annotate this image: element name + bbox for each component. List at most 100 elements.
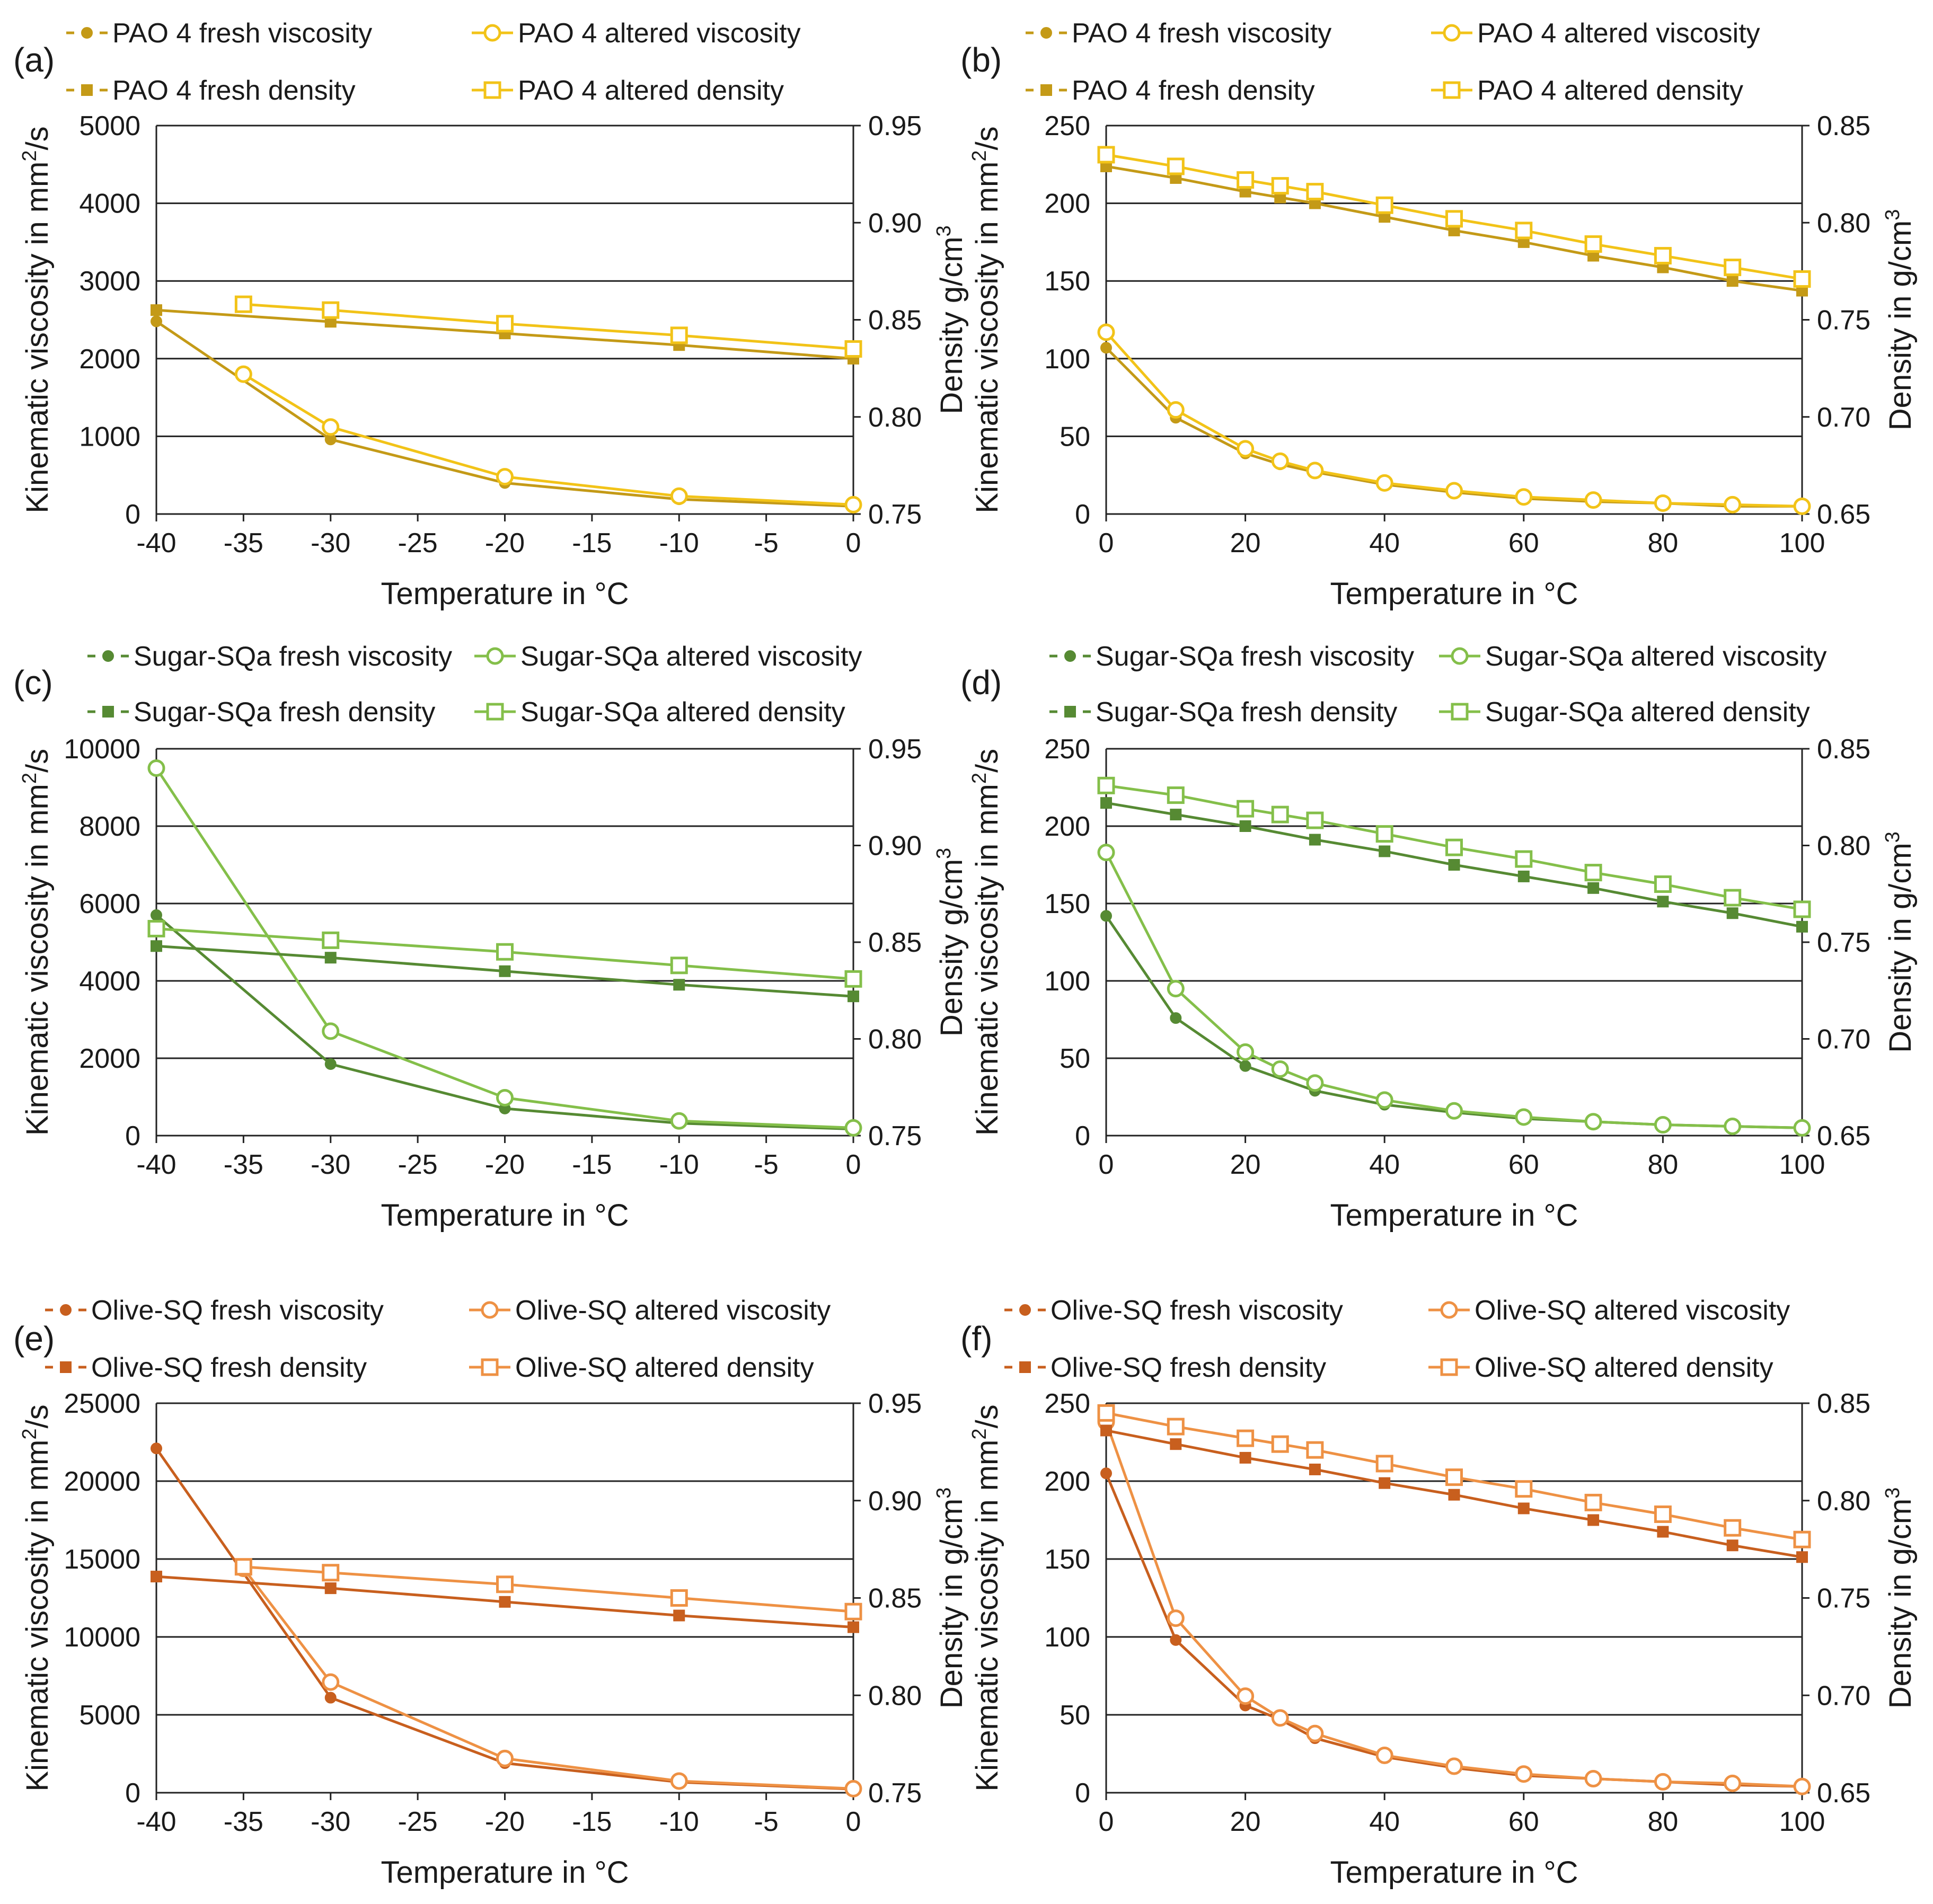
data-point: [499, 965, 511, 977]
series-sugar-sqa-altered-viscosity: [1097, 844, 1811, 1137]
data-point: [1237, 1429, 1255, 1447]
data-point: [496, 943, 514, 961]
data-point: [1654, 875, 1672, 893]
legend-item-pao-4-fresh-viscosity: PAO 4 fresh viscosity: [66, 18, 372, 49]
y-tick-label: 10000: [64, 734, 140, 765]
y-axis-title-tail: /s: [20, 749, 55, 773]
x-tick-label: -40: [136, 528, 176, 559]
y2-axis-title-main: Density in g/cm: [1883, 220, 1918, 430]
legend-marker: [1040, 27, 1052, 39]
legend-marker: [1064, 650, 1076, 662]
data-point: [324, 1058, 337, 1070]
legend-label: Olive-SQ fresh viscosity: [91, 1295, 384, 1326]
legend-item-olive-sq-altered-viscosity: Olive-SQ altered viscosity: [1428, 1295, 1790, 1326]
data-point: [322, 301, 340, 319]
legend-label: PAO 4 fresh density: [112, 75, 356, 106]
y-axis-title-main: Kinematic viscosity in mm: [20, 784, 55, 1136]
data-point: [1515, 1765, 1533, 1783]
y2-tick-label: 0.65: [1817, 1121, 1870, 1152]
legend: PAO 4 fresh viscosity PAO 4 altered visco…: [66, 18, 801, 106]
panel-label: (f): [960, 1319, 992, 1358]
legend-marker: [481, 1301, 499, 1319]
data-point: [1587, 1514, 1600, 1526]
data-point: [844, 495, 862, 513]
legend-marker: [102, 706, 114, 718]
legend-label: Sugar-SQa fresh viscosity: [134, 641, 452, 672]
data-point: [322, 931, 340, 949]
data-point: [1654, 494, 1672, 512]
legend-item-olive-sq-altered-viscosity: Olive-SQ altered viscosity: [469, 1295, 831, 1326]
data-point: [1237, 440, 1255, 458]
data-point: [1657, 896, 1669, 908]
data-point: [1584, 1770, 1602, 1788]
legend-marker: [483, 24, 501, 42]
y2-axis-title: Density g/cm3: [933, 848, 969, 1037]
series-sugar-sqa-fresh-viscosity: [1100, 910, 1808, 1134]
data-point: [1306, 1724, 1324, 1742]
data-point: [324, 1582, 337, 1595]
y-tick-label: 2000: [79, 344, 140, 375]
data-point: [1167, 980, 1185, 998]
data-point: [1793, 900, 1811, 918]
x-tick-label: 0: [1099, 528, 1114, 559]
x-tick-label: -15: [572, 1149, 612, 1180]
y2-tick-label: 0.80: [868, 1680, 922, 1711]
data-point: [1379, 1477, 1391, 1489]
legend-label: Sugar-SQa altered density: [1485, 697, 1810, 728]
x-tick-label: 0: [1099, 1806, 1114, 1837]
y2-tick-label: 0.80: [1817, 831, 1870, 862]
data-point: [670, 326, 688, 344]
legend-marker: [1451, 703, 1469, 721]
x-tick-label: 0: [1099, 1149, 1114, 1180]
data-point: [499, 1596, 511, 1608]
y-tick-label: 0: [1075, 499, 1090, 530]
y2-tick-label: 0.85: [868, 927, 922, 958]
x-tick-label: 0: [846, 1149, 861, 1180]
x-tick-label: 40: [1369, 528, 1400, 559]
series-pao-4-altered-viscosity: [234, 365, 862, 513]
y-tick-label: 5000: [79, 111, 140, 141]
data-point: [1793, 270, 1811, 288]
panel-b: 0 20 40 60 80 100 0 50 100 150 200 250 0.65 0.70 0.75 0…: [960, 18, 1918, 611]
data-point: [1375, 1455, 1393, 1473]
plot-area: [151, 125, 862, 521]
data-point: [1239, 820, 1251, 832]
y-tick-label: 25000: [64, 1388, 140, 1419]
data-point: [1097, 323, 1115, 341]
x-axis-title: Temperature in °C: [381, 577, 629, 611]
series-line: [1106, 1411, 1803, 1541]
data-point: [1726, 275, 1738, 287]
legend-label: Olive-SQ fresh density: [1051, 1352, 1326, 1383]
y-tick-label: 3000: [79, 266, 140, 297]
y-axis-title-sup: 2: [19, 773, 41, 784]
data-point: [151, 1442, 162, 1455]
y2-tick-label: 0.75: [868, 1121, 922, 1152]
y-axis-title-sup: 2: [19, 150, 41, 162]
series-line: [1106, 784, 1803, 911]
data-point: [1100, 1467, 1112, 1480]
y2-tick-label: 0.70: [1817, 1680, 1870, 1711]
legend: Olive-SQ fresh viscosity Olive-SQ altered…: [1004, 1295, 1790, 1383]
legend-item-olive-sq-fresh-density: Olive-SQ fresh density: [1004, 1352, 1326, 1383]
data-point: [496, 468, 514, 486]
y-tick-label: 200: [1044, 1466, 1090, 1497]
data-point: [670, 1112, 688, 1130]
data-point: [1167, 1609, 1185, 1627]
data-point: [1100, 1424, 1112, 1437]
data-point: [1796, 1551, 1808, 1563]
legend-marker: [1064, 706, 1076, 718]
data-point: [234, 1558, 252, 1576]
y-tick-label: 2000: [79, 1043, 140, 1074]
y2-tick-label: 0.70: [1817, 1024, 1870, 1055]
data-point: [1271, 177, 1289, 195]
y-tick-label: 20000: [64, 1466, 140, 1497]
y2-tick-label: 0.70: [1817, 402, 1870, 433]
y2-tick-label: 0.65: [1817, 1778, 1870, 1809]
y2-axis-title: Density in g/cm3: [1882, 831, 1918, 1053]
legend-marker: [1443, 24, 1461, 42]
data-point: [151, 304, 162, 316]
data-point: [147, 919, 165, 937]
y-axis-title-main: Kinematic viscosity in mm: [20, 162, 55, 513]
x-tick-label: -35: [224, 1806, 263, 1837]
y-tick-label: 100: [1044, 966, 1090, 997]
